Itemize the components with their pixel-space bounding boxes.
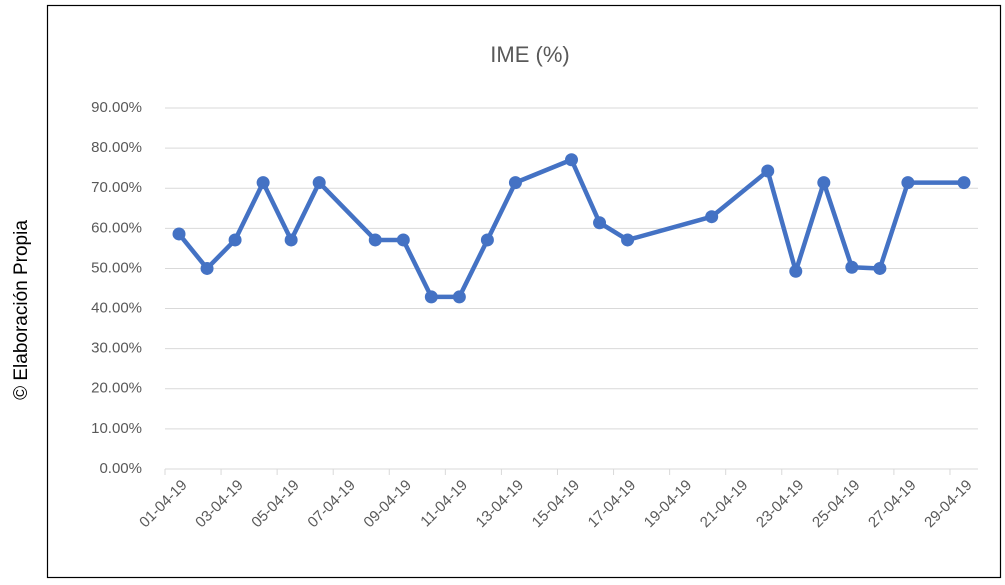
marker (705, 210, 719, 224)
marker (396, 233, 410, 247)
side-note: © Elaboración Propia (11, 220, 32, 400)
marker (256, 176, 270, 190)
y-tick-label: 40.00% (91, 300, 142, 317)
marker (789, 264, 803, 278)
y-tick-label: 60.00% (91, 219, 142, 236)
marker (452, 290, 466, 304)
marker (845, 260, 859, 274)
marker (593, 216, 607, 230)
marker (200, 261, 214, 275)
y-tick-label: 80.00% (91, 139, 142, 156)
marker (368, 233, 382, 247)
chart-frame (46, 4, 1002, 579)
y-tick-label: 90.00% (91, 99, 142, 116)
marker (228, 233, 242, 247)
y-tick-label: 10.00% (91, 420, 142, 437)
marker (284, 233, 298, 247)
y-tick-label: 70.00% (91, 179, 142, 196)
marker (508, 176, 522, 190)
y-tick-label: 0.00% (99, 460, 142, 477)
marker (761, 164, 775, 178)
y-tick-label: 30.00% (91, 340, 142, 357)
marker (873, 261, 887, 275)
marker (480, 233, 494, 247)
marker (817, 176, 831, 190)
marker (424, 290, 438, 304)
marker (621, 233, 635, 247)
y-tick-label: 50.00% (91, 259, 142, 276)
chart-title: IME (%) (490, 42, 569, 67)
marker (312, 176, 326, 190)
y-tick-label: 20.00% (91, 380, 142, 397)
marker (565, 153, 578, 167)
marker (901, 176, 915, 190)
marker (172, 227, 186, 241)
marker (957, 176, 971, 190)
